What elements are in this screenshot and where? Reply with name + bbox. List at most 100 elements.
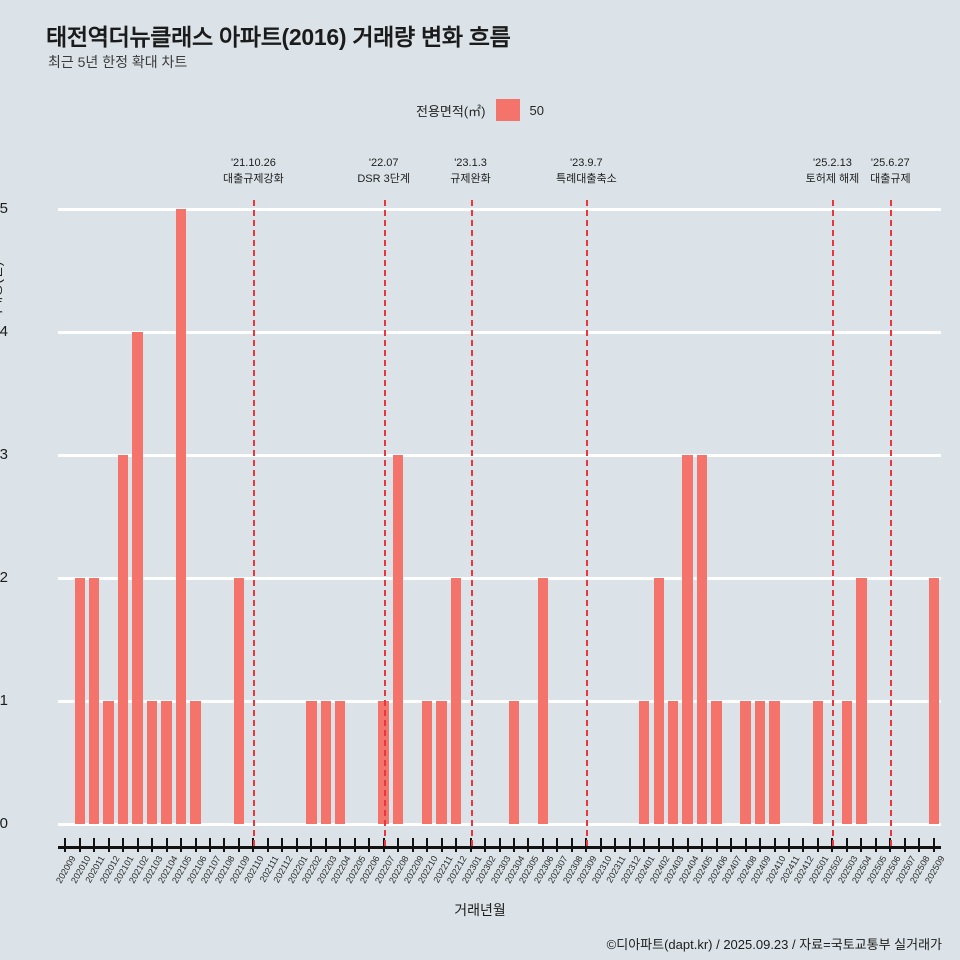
legend-title: 전용면적(㎡)	[416, 103, 486, 119]
plot-area	[58, 207, 941, 826]
x-axis-tick	[903, 838, 906, 852]
bar[interactable]	[103, 701, 114, 824]
x-axis-tick	[455, 838, 458, 852]
x-axis-tick	[194, 838, 197, 852]
event-date: '25.2.13	[813, 157, 852, 169]
x-axis-tick	[136, 838, 139, 852]
footer-credit: ©디아파트(dapt.kr) / 2025.09.23 / 자료=국토교통부 실…	[606, 937, 942, 952]
bar[interactable]	[74, 578, 85, 824]
event-date: '25.6.27	[870, 157, 910, 169]
bar[interactable]	[928, 578, 939, 824]
bar[interactable]	[682, 455, 693, 824]
legend-series-label: 50	[529, 102, 544, 118]
event-label-regulation-ease: '23.1.3 규제완화	[450, 156, 490, 188]
y-axis-tick-label: 5	[0, 200, 8, 217]
bar[interactable]	[335, 701, 346, 824]
bar[interactable]	[233, 578, 245, 824]
x-axis-tick	[614, 838, 617, 852]
x-axis-tick	[180, 838, 183, 852]
event-line-dsr-phase-3	[383, 200, 386, 846]
x-axis-tick	[324, 838, 327, 852]
x-axis-tick	[860, 838, 863, 852]
bar[interactable]	[537, 578, 549, 824]
bar[interactable]	[392, 455, 404, 824]
event-line-land-permit-lifted	[832, 200, 835, 846]
x-axis-title: 거래년월	[454, 902, 506, 918]
x-axis-tick	[541, 838, 544, 852]
gridline	[58, 207, 941, 211]
x-axis-tick	[657, 838, 660, 852]
bar[interactable]	[841, 701, 853, 824]
event-line-loan-regulation	[890, 200, 893, 846]
bar[interactable]	[421, 701, 433, 824]
gridline	[58, 330, 941, 334]
bar[interactable]	[132, 332, 143, 824]
event-label-land-permit-lifted: '25.2.13 토허제 해제	[806, 156, 860, 188]
page-title: 태전역더뉴클래스 아파트(2016) 거래량 변화 흐름	[46, 24, 511, 50]
x-axis-tick	[64, 838, 67, 852]
gridline	[58, 576, 941, 580]
event-text: DSR 3단계	[357, 172, 411, 185]
bar[interactable]	[696, 455, 708, 824]
bar[interactable]	[146, 701, 158, 824]
event-date: '23.9.7	[569, 157, 603, 169]
x-axis-tick	[426, 838, 429, 852]
bar[interactable]	[436, 701, 447, 824]
gridline	[58, 822, 941, 826]
x-axis-tick	[237, 838, 240, 852]
x-axis-tick	[744, 838, 747, 852]
event-label-dsr-phase-3: '22.07 DSR 3단계	[357, 156, 410, 188]
bar[interactable]	[161, 701, 172, 824]
bar[interactable]	[769, 701, 780, 824]
x-axis-tick	[165, 838, 168, 852]
legend-swatch-icon	[495, 99, 520, 121]
x-axis-tick	[773, 838, 776, 852]
bar[interactable]	[667, 701, 679, 824]
bar[interactable]	[653, 578, 664, 824]
x-axis-tick	[643, 838, 646, 852]
bar[interactable]	[639, 701, 650, 824]
bar[interactable]	[190, 701, 201, 824]
bar[interactable]	[754, 701, 766, 824]
bar[interactable]	[856, 578, 867, 824]
bar[interactable]	[450, 578, 462, 824]
x-axis-tick	[730, 838, 733, 852]
bar[interactable]	[306, 701, 317, 824]
x-axis-tick	[802, 838, 805, 852]
x-axis-tick	[484, 838, 487, 852]
event-label-loan-regulation-strengthen: '21.10.26 대출규제강화	[223, 156, 284, 188]
bar[interactable]	[175, 209, 187, 824]
x-axis-tick	[527, 838, 530, 852]
x-axis-tick	[151, 838, 154, 852]
x-axis-tick	[78, 838, 81, 852]
x-axis-tick	[788, 838, 790, 852]
event-text: 특례대출축소	[555, 172, 617, 185]
x-axis-tick	[701, 838, 704, 852]
x-axis-tick	[628, 838, 631, 852]
bar[interactable]	[812, 701, 824, 824]
bar[interactable]	[740, 701, 751, 824]
event-date: '22.07	[368, 157, 399, 169]
event-text: 대출규제강화	[223, 172, 284, 185]
x-axis-tick	[281, 838, 284, 852]
x-axis-tick	[122, 838, 125, 852]
bar[interactable]	[88, 578, 100, 824]
event-line-regulation-ease	[470, 200, 473, 846]
x-axis-tick	[397, 838, 400, 852]
chart-legend: 전용면적(㎡) 50	[0, 99, 960, 121]
x-axis-tick	[686, 838, 689, 852]
x-axis-tick	[266, 838, 269, 852]
y-axis-tick-label: 1	[0, 692, 8, 709]
x-axis-tick	[845, 838, 848, 852]
bar[interactable]	[711, 701, 722, 824]
x-axis-tick	[93, 838, 96, 852]
bar[interactable]	[320, 701, 331, 824]
bar[interactable]	[117, 455, 129, 824]
x-axis-tick	[498, 838, 501, 852]
event-text: 규제완화	[450, 172, 491, 185]
x-axis-tick	[339, 838, 342, 852]
bar[interactable]	[508, 701, 520, 824]
page-subtitle: 최근 5년 한정 확대 차트	[48, 54, 188, 70]
x-axis-tick	[440, 838, 443, 852]
